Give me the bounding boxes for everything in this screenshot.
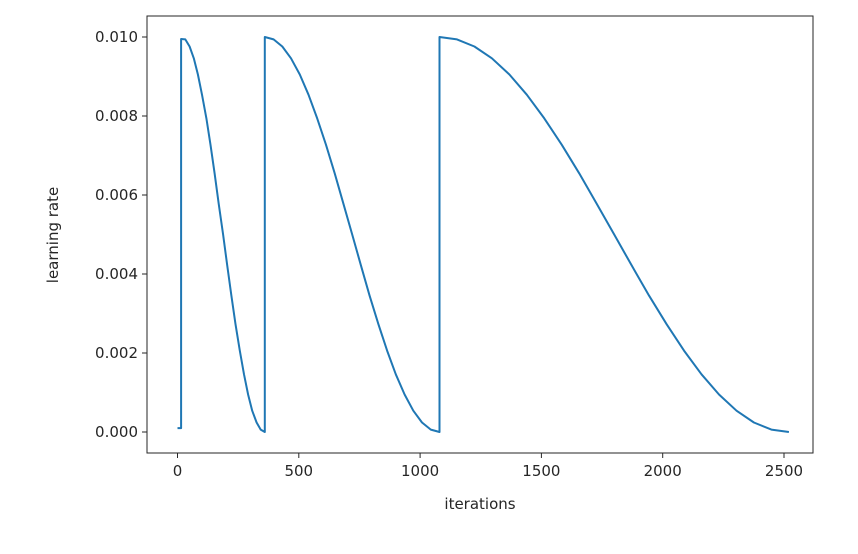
x-tick-label: 1000 — [401, 462, 439, 480]
y-tick-label: 0.008 — [95, 107, 138, 125]
x-axis-label: iterations — [444, 495, 515, 513]
y-axis-label: learning rate — [44, 187, 62, 283]
x-axis-ticks: 0 500 1000 1500 2000 2500 — [173, 453, 803, 480]
learning-rate-line — [177, 36, 790, 433]
y-tick-label: 0.006 — [95, 186, 138, 204]
y-tick-label: 0.010 — [95, 28, 138, 46]
x-tick-label: 0 — [173, 462, 183, 480]
x-tick-label: 2000 — [644, 462, 682, 480]
y-tick-label: 0.000 — [95, 423, 138, 441]
y-axis-ticks: 0.000 0.002 0.004 0.006 0.008 0.010 — [95, 28, 147, 441]
x-tick-label: 1500 — [522, 462, 560, 480]
y-tick-label: 0.004 — [95, 265, 138, 283]
x-tick-label: 500 — [284, 462, 313, 480]
plot-frame — [146, 15, 814, 454]
x-tick-label: 2500 — [765, 462, 803, 480]
y-tick-label: 0.002 — [95, 344, 138, 362]
